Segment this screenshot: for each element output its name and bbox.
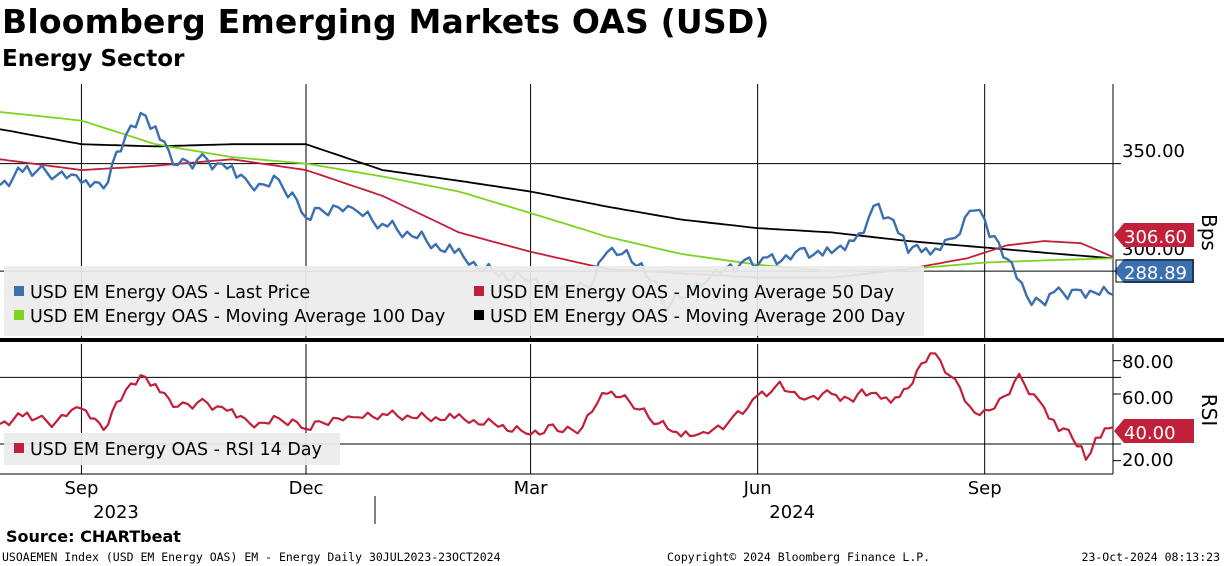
year-label-1: 2024: [769, 502, 815, 523]
tag-label-rsi: 40.00: [1124, 423, 1176, 444]
tag-rsi: 40.00: [1114, 419, 1194, 444]
legend-swatch-rsi: [14, 443, 24, 453]
source-label: Source: CHARTbeat: [6, 527, 181, 546]
legend-label-ma50: USD EM Energy OAS - Moving Average 50 Da…: [490, 283, 894, 303]
rsi-axis-title: RSI: [1197, 394, 1221, 427]
chart-title: Bloomberg Emerging Markets OAS (USD): [2, 2, 770, 41]
price-axis-title: Bps: [1197, 214, 1221, 251]
rsi-legend-box: [4, 433, 340, 465]
x-axis-ticks: Sep Dec Mar Jun Sep 2023 2024: [64, 478, 1001, 523]
legend-swatch-ma50: [474, 286, 484, 296]
x-tick-label-1: Dec: [289, 478, 324, 499]
rsi-tick-label-20: 20.00: [1122, 450, 1174, 471]
series-line-ma50: [0, 158, 1114, 279]
y-tick-label-350: 350.00: [1122, 141, 1185, 162]
footer-ticker-info: USOAEMEN Index (USD EM Energy OAS) EM - …: [2, 550, 501, 564]
price-legend: USD EM Energy OAS - Last Price USD EM En…: [4, 266, 924, 336]
legend-swatch-last-price: [14, 286, 24, 296]
tag-label-last-price: 288.89: [1124, 263, 1187, 284]
x-tick-label-0: Sep: [64, 478, 98, 499]
price-legend-box: [4, 266, 924, 336]
legend-label-rsi: USD EM Energy OAS - RSI 14 Day: [30, 440, 322, 460]
rsi-tick-label-60: 60.00: [1122, 388, 1174, 409]
year-label-0: 2023: [93, 502, 139, 523]
legend-swatch-ma100: [14, 310, 24, 320]
x-tick-label-4: Sep: [968, 478, 1002, 499]
series-line-rsi: [0, 352, 1114, 461]
rsi-legend: USD EM Energy OAS - RSI 14 Day: [4, 433, 340, 465]
rsi-tick-label-80: 80.00: [1122, 352, 1174, 373]
footer-timestamp: 23-Oct-2024 08:13:23: [1081, 550, 1220, 564]
tag-last-price: 288.89: [1114, 259, 1194, 284]
footer-copyright: Copyright© 2024 Bloomberg Finance L.P.: [667, 550, 931, 564]
series-line-ma200: [0, 128, 1114, 260]
x-tick-label-3: Jun: [743, 478, 772, 499]
x-tick-label-2: Mar: [514, 478, 549, 499]
legend-label-ma200: USD EM Energy OAS - Moving Average 200 D…: [490, 307, 905, 327]
tag-label-ma50: 306.60: [1124, 227, 1187, 248]
chart-subtitle: Energy Sector: [2, 46, 185, 72]
tag-ma50: 306.60: [1114, 223, 1194, 248]
legend-label-last-price: USD EM Energy OAS - Last Price: [30, 283, 310, 303]
legend-label-ma100: USD EM Energy OAS - Moving Average 100 D…: [30, 307, 445, 327]
series-line-ma100: [0, 111, 1114, 273]
rsi-series-lines: [0, 352, 1114, 461]
legend-swatch-ma200: [474, 310, 484, 320]
